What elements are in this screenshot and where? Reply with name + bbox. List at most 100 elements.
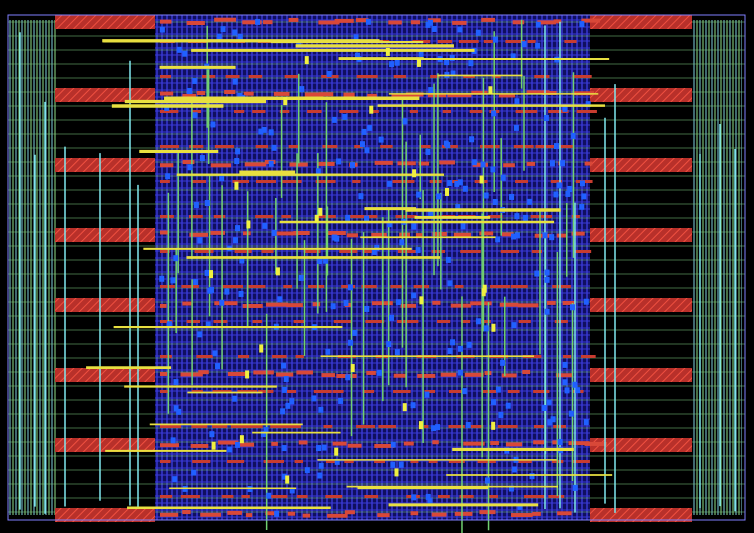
poly-seg <box>568 441 590 446</box>
via <box>498 411 504 418</box>
via <box>197 331 203 338</box>
poly-seg <box>467 425 484 428</box>
via2 <box>419 296 424 305</box>
poly-seg <box>188 215 203 218</box>
poly-seg <box>490 441 499 446</box>
poly-seg <box>556 145 574 148</box>
poly-band <box>55 438 155 452</box>
via <box>334 458 340 465</box>
poly-seg <box>410 20 420 25</box>
via <box>535 21 541 28</box>
poly-seg <box>574 250 592 253</box>
poly-seg <box>505 40 525 43</box>
poly-seg <box>447 93 472 98</box>
via2 <box>412 169 417 178</box>
via <box>386 341 392 348</box>
poly-seg <box>448 425 465 428</box>
via <box>445 142 451 149</box>
poly-seg <box>556 233 568 238</box>
poly-seg <box>252 110 266 113</box>
via2 <box>418 421 423 430</box>
via <box>462 388 468 395</box>
via <box>410 402 416 409</box>
via <box>560 160 566 167</box>
poly-seg <box>550 180 562 183</box>
via <box>165 173 171 180</box>
via <box>569 304 575 311</box>
via <box>170 437 176 444</box>
poly-seg <box>362 250 376 253</box>
poly-seg <box>403 441 414 446</box>
via <box>416 191 422 198</box>
poly-seg <box>160 215 174 218</box>
poly-seg <box>218 440 239 445</box>
via <box>509 193 515 200</box>
poly-seg <box>224 90 236 95</box>
via <box>331 116 337 123</box>
via <box>424 391 430 398</box>
poly-seg <box>572 75 592 78</box>
via <box>387 221 393 228</box>
poly-seg <box>307 110 322 113</box>
via <box>334 235 340 242</box>
via <box>431 26 437 33</box>
poly-seg <box>281 180 302 183</box>
via <box>378 136 384 143</box>
poly-seg <box>507 390 520 393</box>
poly-seg <box>377 513 390 518</box>
via <box>471 159 477 166</box>
via <box>547 419 553 426</box>
layout-shapes <box>7 14 746 533</box>
via <box>277 296 283 303</box>
poly-seg <box>234 110 245 113</box>
via <box>192 112 198 119</box>
poly-seg <box>554 320 568 323</box>
via <box>258 128 264 135</box>
poly-seg <box>160 355 172 358</box>
via2 <box>350 364 355 373</box>
poly-seg <box>270 425 291 428</box>
poly-seg <box>424 390 436 393</box>
poly-seg <box>198 370 209 375</box>
poly-seg <box>232 180 250 183</box>
poly-seg <box>242 303 263 308</box>
poly-seg <box>510 285 528 288</box>
via <box>521 41 527 48</box>
via <box>281 362 287 369</box>
via2 <box>402 403 407 412</box>
via <box>233 237 239 244</box>
poly-seg <box>182 510 191 515</box>
poly-seg <box>576 110 597 113</box>
poly-seg <box>212 390 232 393</box>
poly-seg <box>326 231 346 236</box>
via <box>232 395 238 402</box>
via <box>517 503 523 510</box>
via <box>572 381 578 388</box>
poly-seg <box>339 250 358 253</box>
via <box>255 18 261 25</box>
via <box>224 288 230 295</box>
via <box>549 234 555 241</box>
via <box>209 431 215 438</box>
poly-band <box>590 88 692 102</box>
poly-seg <box>399 232 411 237</box>
poly-seg <box>242 231 251 236</box>
poly-seg <box>322 145 338 148</box>
poly-seg <box>274 231 299 236</box>
poly-seg <box>397 250 420 253</box>
via <box>232 78 238 85</box>
via <box>347 284 353 291</box>
via <box>583 298 589 305</box>
poly-seg <box>503 163 515 168</box>
poly-seg <box>472 162 488 167</box>
poly-seg <box>347 443 362 448</box>
via <box>447 347 453 354</box>
via <box>352 329 358 336</box>
via <box>299 86 305 93</box>
via <box>239 257 245 264</box>
poly-seg <box>237 390 258 393</box>
poly-seg <box>283 285 293 288</box>
via <box>495 236 501 243</box>
via <box>263 427 269 434</box>
